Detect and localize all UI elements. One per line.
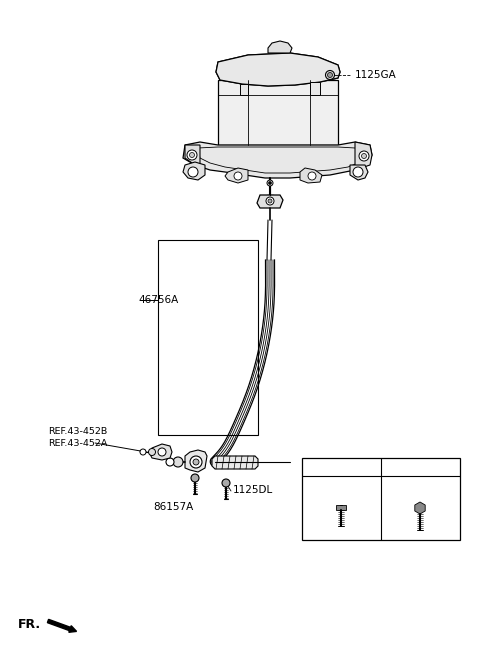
FancyArrow shape: [48, 620, 77, 632]
Polygon shape: [183, 142, 372, 178]
Polygon shape: [150, 444, 172, 460]
Polygon shape: [185, 450, 207, 472]
Polygon shape: [257, 195, 283, 208]
Text: REF.43-452A: REF.43-452A: [48, 440, 108, 449]
Polygon shape: [300, 168, 322, 183]
Polygon shape: [212, 456, 258, 469]
Circle shape: [190, 456, 202, 468]
Text: 1018AD: 1018AD: [320, 462, 362, 472]
Circle shape: [140, 449, 146, 455]
Polygon shape: [225, 168, 248, 183]
Text: 1125DL: 1125DL: [233, 485, 273, 495]
Circle shape: [173, 457, 183, 467]
Polygon shape: [355, 142, 372, 170]
Circle shape: [266, 197, 274, 205]
Polygon shape: [218, 80, 338, 145]
Circle shape: [187, 150, 197, 160]
Circle shape: [267, 180, 273, 186]
Circle shape: [308, 172, 316, 180]
Circle shape: [158, 448, 166, 456]
Circle shape: [353, 167, 363, 177]
Circle shape: [359, 151, 369, 161]
Circle shape: [268, 181, 272, 185]
Text: FR.: FR.: [18, 618, 41, 631]
Bar: [302, 458, 460, 540]
Circle shape: [166, 458, 174, 466]
Circle shape: [190, 152, 194, 158]
Polygon shape: [240, 84, 248, 95]
Text: 1125GA: 1125GA: [355, 70, 397, 80]
Polygon shape: [183, 162, 205, 180]
Polygon shape: [268, 41, 292, 53]
Polygon shape: [216, 53, 340, 86]
Circle shape: [193, 459, 199, 465]
Circle shape: [222, 479, 230, 487]
Polygon shape: [216, 53, 340, 86]
Circle shape: [191, 474, 199, 482]
Circle shape: [234, 172, 242, 180]
Circle shape: [361, 154, 367, 158]
Bar: [336, 505, 346, 510]
Bar: [158, 240, 258, 435]
Polygon shape: [350, 165, 368, 180]
Polygon shape: [310, 82, 320, 95]
Circle shape: [148, 449, 156, 455]
Text: REF.43-452B: REF.43-452B: [48, 428, 107, 436]
Text: 86157A: 86157A: [153, 502, 193, 512]
Polygon shape: [185, 145, 200, 168]
Circle shape: [325, 70, 335, 79]
Text: 1125KC: 1125KC: [400, 462, 440, 472]
Circle shape: [327, 72, 333, 78]
Circle shape: [188, 167, 198, 177]
Polygon shape: [415, 502, 425, 514]
Text: 46756A: 46756A: [138, 295, 178, 305]
Circle shape: [268, 199, 272, 203]
